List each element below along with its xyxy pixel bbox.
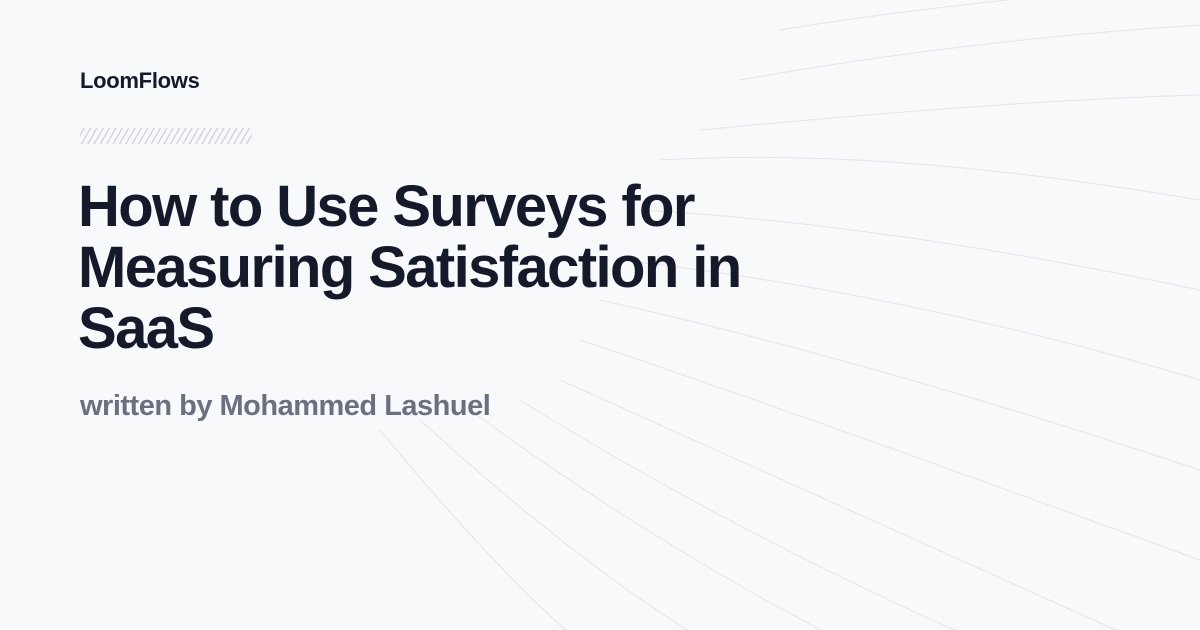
wave-line: [739, 24, 1200, 81]
wave-line: [619, 259, 1200, 381]
wave-line: [599, 299, 1200, 471]
wave-line: [579, 339, 1200, 561]
wave-line: [659, 156, 1200, 201]
brand-logo-text: LoomFlows: [80, 68, 200, 93]
wave-line: [419, 419, 688, 630]
wave-line: [639, 209, 1200, 291]
article-title: How to Use Surveys for Measuring Satisfa…: [78, 174, 742, 361]
wave-line: [699, 94, 1200, 131]
wave-line: [559, 379, 1117, 630]
wave-line: [779, 0, 1012, 31]
hatched-divider-icon: [80, 128, 252, 144]
wave-line: [469, 409, 823, 630]
wave-line: [379, 429, 567, 630]
wave-line: [519, 399, 956, 630]
article-byline: written by Mohammed Lashuel: [80, 390, 491, 422]
